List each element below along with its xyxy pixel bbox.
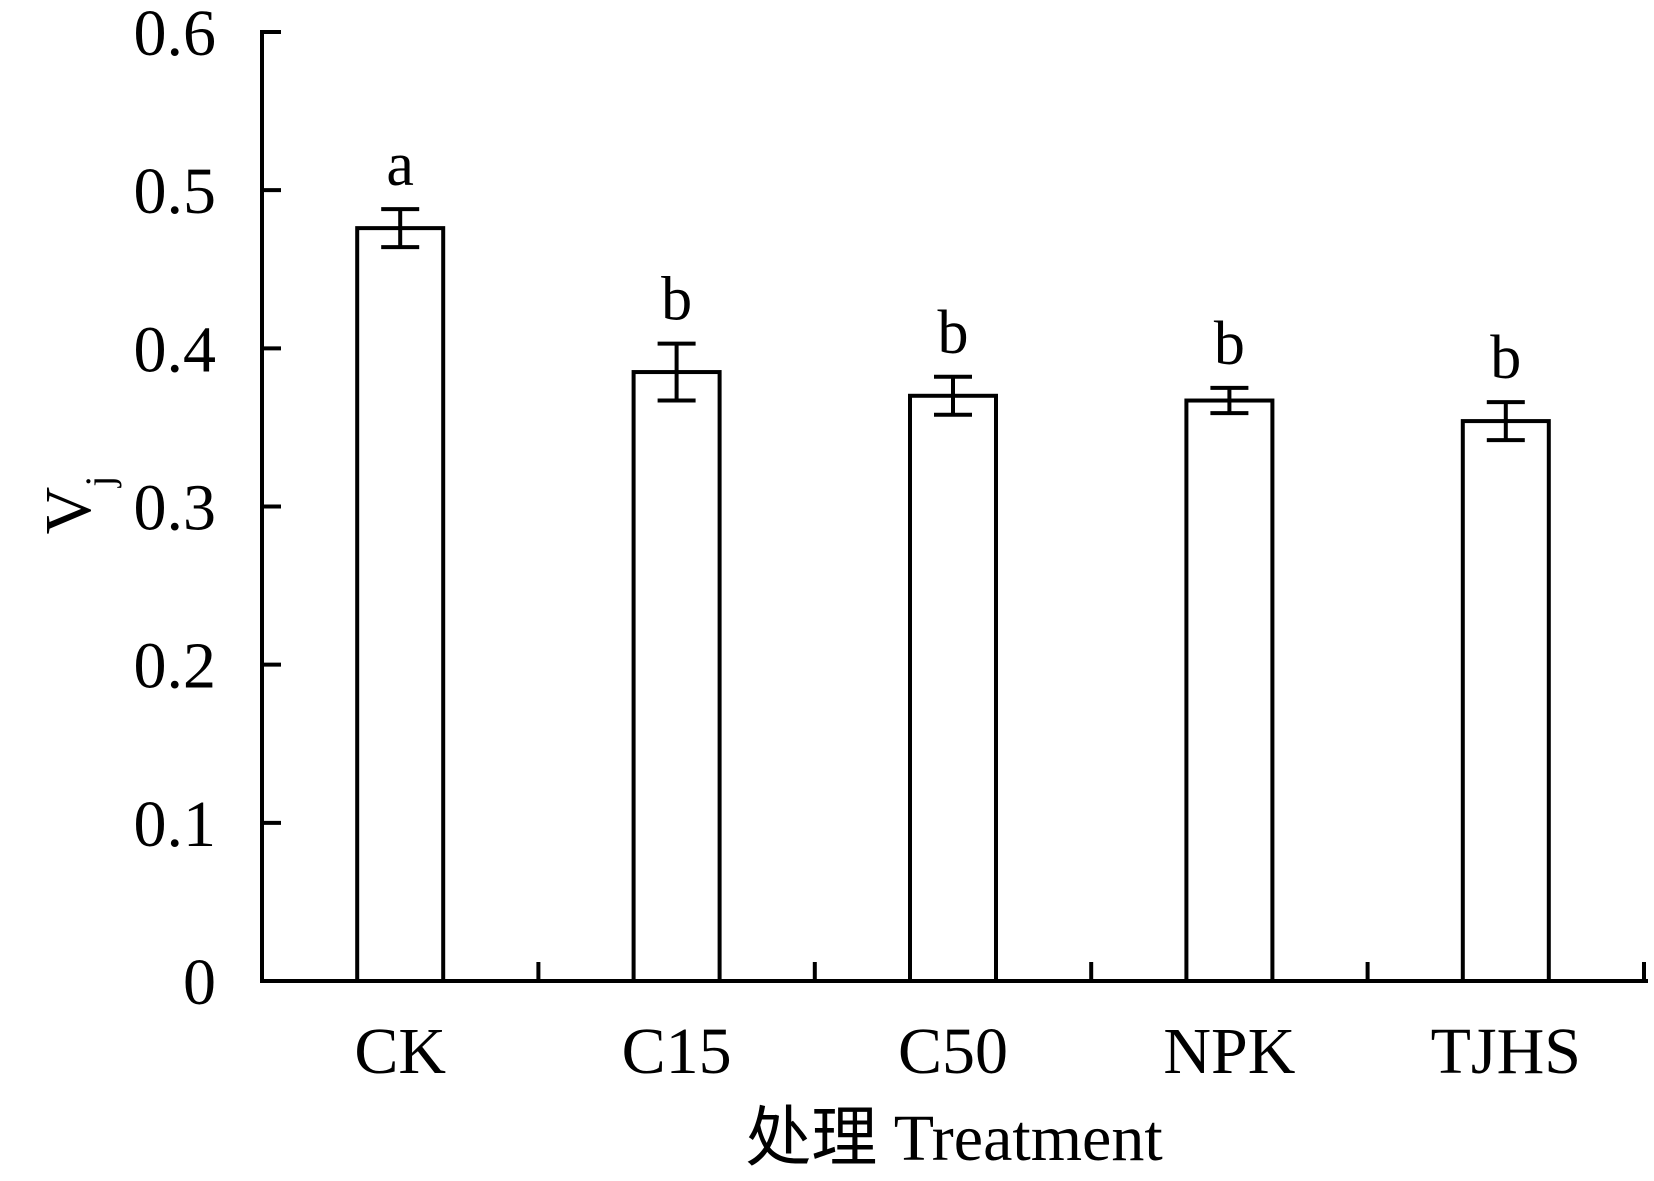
x-tick-label-npk: NPK xyxy=(1163,1015,1295,1088)
y-axis-title-subscript: j xyxy=(77,476,122,489)
x-tick-label-tjhs: TJHS xyxy=(1431,1015,1581,1088)
bar-tjhs xyxy=(1460,419,1551,983)
y-tick-label: 0.6 xyxy=(134,0,217,70)
y-axis-title: Vj xyxy=(32,476,122,535)
significance-label-c50: b xyxy=(938,299,969,367)
y-tick-label: 0.1 xyxy=(134,788,217,861)
y-tick-label: 0.2 xyxy=(134,630,217,703)
y-tick-label: 0.4 xyxy=(134,313,217,386)
x-tick-label-c15: C15 xyxy=(622,1015,732,1088)
y-axis-title-main: V xyxy=(32,487,105,535)
bar-npk xyxy=(1184,398,1275,983)
bar-ck xyxy=(355,226,446,984)
x-tick-label-c50: C50 xyxy=(898,1015,1008,1088)
y-tick-label: 0 xyxy=(183,946,216,1019)
y-tick-label: 0.5 xyxy=(134,155,217,228)
bar-c15 xyxy=(631,370,722,983)
significance-label-c15: b xyxy=(661,266,692,334)
significance-label-tjhs: b xyxy=(1490,324,1521,392)
chart-ticks: 0 0.1 0.2 0.3 0.4 0.5 0.6 CK C15 C50 NPK TJHS xyxy=(134,0,1646,1088)
significance-label-ck: a xyxy=(386,131,414,199)
bar-c50 xyxy=(908,393,998,983)
chart-marks: a b b b b xyxy=(355,131,1551,984)
x-axis-title: 处理 Treatment xyxy=(745,1102,1162,1175)
significance-label-npk: b xyxy=(1214,310,1245,378)
y-tick-label: 0.3 xyxy=(134,472,217,545)
x-tick-label-ck: CK xyxy=(354,1015,446,1088)
